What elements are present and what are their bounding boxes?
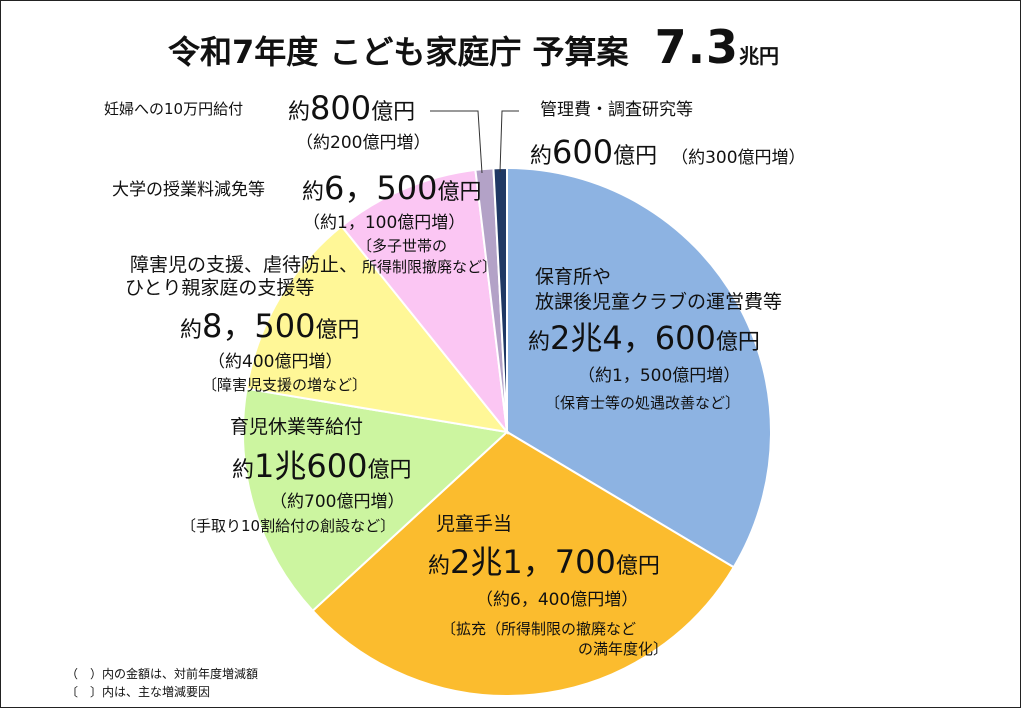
title-text: 令和7年度 こども家庭庁 予算案 — [168, 33, 629, 71]
amount-admin-value: 600 — [552, 133, 614, 171]
label-pregnancy: 妊婦への10万円給付 — [104, 100, 244, 118]
note-reason: 〔 〕内は、主な増減要因 — [66, 685, 211, 699]
note-change: （ ）内の金額は、対前年度増減額 — [66, 667, 259, 681]
label-child-allowance: 児童手当 — [436, 513, 513, 535]
change-university: （約1，100億円増） — [303, 213, 466, 233]
reason-child-allowance-line1: 〔拡充（所得制限の撤廃など — [441, 620, 637, 638]
change-child-allowance: （約6，400億円増） — [476, 590, 639, 610]
label-nursery-line2: 放課後児童クラブの運営費等 — [535, 291, 783, 313]
amount-child-allowance: 約2兆1，700億円 — [428, 546, 660, 578]
amount-admin-prefix: 約 — [530, 144, 553, 169]
label-disability-line2: ひとり親家庭の支援等 — [125, 277, 315, 299]
amount-parental-leave-value: 1兆600 — [254, 447, 368, 485]
amount-disability-prefix: 約 — [180, 318, 203, 343]
amount-pregnancy-unit: 億円 — [371, 100, 416, 125]
amount-child-allowance-unit: 億円 — [615, 554, 660, 579]
total-value: 7.3 — [654, 20, 740, 74]
pie-slice-parental-leave — [242, 387, 510, 613]
amount-admin: 約600億円 （約300億円増） — [530, 136, 806, 168]
amount-nursery-prefix: 約 — [528, 330, 551, 355]
reason-child-allowance-line2: の満年度化〕 — [578, 640, 669, 658]
reason-university-line2: 所得制限撤廃など〕 — [362, 258, 498, 276]
amount-university: 約6，500億円 — [302, 172, 481, 204]
reason-parental-leave: 〔手取り10割給付の創設など〕 — [181, 517, 396, 535]
pie-slice-nursery — [506, 166, 772, 569]
amount-university-prefix: 約 — [302, 180, 325, 205]
amount-university-value: 6，500 — [324, 169, 438, 207]
amount-admin-unit: 億円 — [613, 144, 658, 169]
change-admin: （約300億円増） — [671, 148, 806, 168]
reason-nursery: 〔保育士等の処遇改善など〕 — [545, 394, 741, 412]
label-parental-leave: 育児休業等給付 — [230, 416, 364, 438]
amount-nursery-value: 2兆4，600 — [550, 319, 716, 357]
change-pregnancy: （約200億円増） — [296, 133, 431, 153]
amount-pregnancy-prefix: 約 — [288, 100, 311, 125]
label-admin: 管理費・調査研究等 — [540, 100, 693, 120]
chart-title: 令和7年度 こども家庭庁 予算案 7.3兆円 — [168, 24, 779, 70]
amount-parental-leave-prefix: 約 — [232, 458, 255, 483]
pie-slice-disability — [245, 224, 510, 434]
amount-parental-leave: 約1兆600億円 — [232, 450, 411, 482]
amount-nursery-unit: 億円 — [715, 330, 760, 355]
label-disability-line1: 障害児の支援、虐待防止、 — [130, 254, 359, 276]
amount-nursery: 約2兆4，600億円 — [528, 322, 760, 354]
amount-disability-value: 8，500 — [202, 307, 316, 345]
pie-slice-university — [340, 168, 509, 436]
total-unit: 兆円 — [739, 44, 780, 68]
amount-child-allowance-value: 2兆1，700 — [450, 543, 616, 581]
amount-university-unit: 億円 — [437, 180, 482, 205]
reason-disability: 〔障害児支援の増など〕 — [202, 376, 368, 394]
change-parental-leave: （約700億円増） — [270, 492, 405, 512]
change-disability: （約400億円増） — [208, 352, 343, 372]
amount-disability: 約8，500億円 — [180, 310, 359, 342]
pie-slice-child-allowance — [311, 430, 736, 697]
label-nursery-line1: 保育所や — [535, 266, 612, 288]
label-university: 大学の授業料減免等 — [112, 180, 265, 200]
leader-line-pregnancy — [430, 110, 483, 174]
amount-disability-unit: 億円 — [315, 318, 360, 343]
amount-child-allowance-prefix: 約 — [428, 554, 451, 579]
amount-pregnancy: 約800億円 — [288, 92, 415, 124]
reason-university-line1: 〔多子世帯の — [357, 237, 448, 255]
leader-line-admin — [499, 110, 519, 173]
change-nursery: （約1，500億円増） — [578, 366, 741, 386]
amount-parental-leave-unit: 億円 — [367, 458, 412, 483]
amount-pregnancy-value: 800 — [310, 89, 372, 127]
